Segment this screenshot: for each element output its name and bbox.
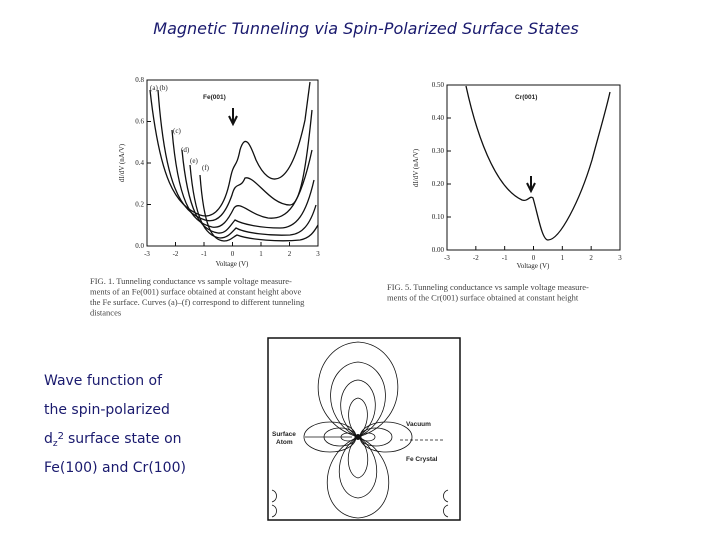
y-tick-label: 0.2	[135, 201, 144, 209]
caption-line: FIG. 1. Tunneling conductance vs sample …	[90, 276, 292, 286]
curve	[149, 81, 311, 217]
orbital-sub: z	[53, 439, 58, 449]
cr-x-axis: Voltage (V)	[517, 262, 550, 270]
x-tick-label: -1	[201, 250, 207, 258]
x-tick-label: -1	[502, 254, 508, 262]
description-line: dz2 surface state on	[44, 431, 182, 449]
atom	[355, 434, 361, 440]
y-tick-label: 0.30	[432, 147, 445, 155]
caption-line: ments of the Cr(001) surface obtained at…	[387, 293, 579, 303]
orbital-diagram: Vacuum Surface Atom Fe Crystal	[267, 337, 461, 521]
description-line: the spin-polarized	[44, 402, 170, 418]
curve	[199, 174, 319, 242]
curve	[171, 129, 313, 228]
description-line: Fe(100) and Cr(100)	[44, 460, 186, 476]
vacuum-label: Vacuum	[406, 421, 431, 428]
curve-label: (c)	[173, 127, 181, 135]
curve	[465, 85, 611, 241]
y-tick-label: 0.10	[432, 213, 445, 221]
x-tick-label: -3	[444, 254, 450, 262]
cr-y-axis: dI/dV (nA/V)	[412, 148, 420, 187]
y-tick-label: 0.20	[432, 180, 445, 188]
fe-x-axis: Voltage (V)	[216, 260, 249, 268]
arrow	[228, 108, 238, 127]
y-tick-label: 0.8	[135, 76, 144, 84]
cr-plot: Cr(001) dI/dV (nA/V) Voltage (V)	[412, 84, 621, 270]
y-tick-label: 0.0	[135, 242, 144, 250]
x-tick-label: 3	[316, 250, 320, 258]
curve-label: (e)	[190, 157, 198, 165]
x-tick-label: -2	[473, 254, 479, 262]
x-tick-label: 2	[288, 250, 292, 258]
orbital-sup: 2	[58, 431, 64, 442]
crystal-label: Fe Crystal	[406, 456, 438, 463]
y-tick-label: 0.40	[432, 114, 445, 122]
curve	[189, 164, 317, 239]
fe-label: Fe(001)	[203, 94, 226, 101]
fe-y-axis: dI/dV (nA/V)	[118, 143, 126, 182]
x-tick-label: 0	[231, 250, 235, 258]
caption-line: the Fe surface. Curves (a)–(f) correspon…	[90, 297, 305, 307]
diagram-frame	[267, 337, 461, 521]
x-tick-label: 1	[259, 250, 263, 258]
cr-frame	[446, 84, 621, 251]
curve-label: (d)	[181, 146, 190, 154]
curve	[157, 89, 313, 222]
fe-plot: Fe(001) dI/dV (nA/V) Voltage (V) (a) (b)…	[118, 79, 319, 268]
description-line: Wave function of	[44, 373, 163, 389]
curve-label: (f)	[202, 164, 210, 172]
x-tick-label: 3	[618, 254, 622, 262]
cr-caption: FIG. 5. Tunneling conductance vs sample …	[387, 282, 589, 303]
contours	[271, 341, 449, 519]
y-tick-label: 0.50	[432, 81, 445, 89]
curve-label: (a) (b)	[150, 84, 168, 92]
slide-title: Magnetic Tunneling via Spin-Polarized Su…	[153, 19, 578, 38]
caption-line: ments of an Fe(001) surface obtained at …	[90, 287, 301, 297]
y-tick-label: 0.00	[432, 246, 445, 254]
surface-label: Surface	[272, 431, 296, 438]
cr-label: Cr(001)	[515, 94, 537, 101]
arrow	[526, 176, 536, 194]
x-tick-label: 1	[561, 254, 565, 262]
fe-caption: FIG. 1. Tunneling conductance vs sample …	[90, 276, 305, 318]
x-tick-label: 2	[589, 254, 593, 262]
x-tick-label: 0	[532, 254, 536, 262]
y-tick-label: 0.4	[135, 159, 144, 167]
caption-line: FIG. 5. Tunneling conductance vs sample …	[387, 282, 589, 292]
description-rest: surface state on	[68, 431, 182, 447]
caption-line: distances	[90, 308, 121, 318]
curve	[181, 149, 315, 234]
y-tick-label: 0.6	[135, 118, 144, 126]
x-tick-label: -3	[144, 250, 150, 258]
surface-label: Atom	[276, 439, 293, 446]
orbital-base: d	[44, 431, 53, 447]
x-tick-label: -2	[173, 250, 179, 258]
